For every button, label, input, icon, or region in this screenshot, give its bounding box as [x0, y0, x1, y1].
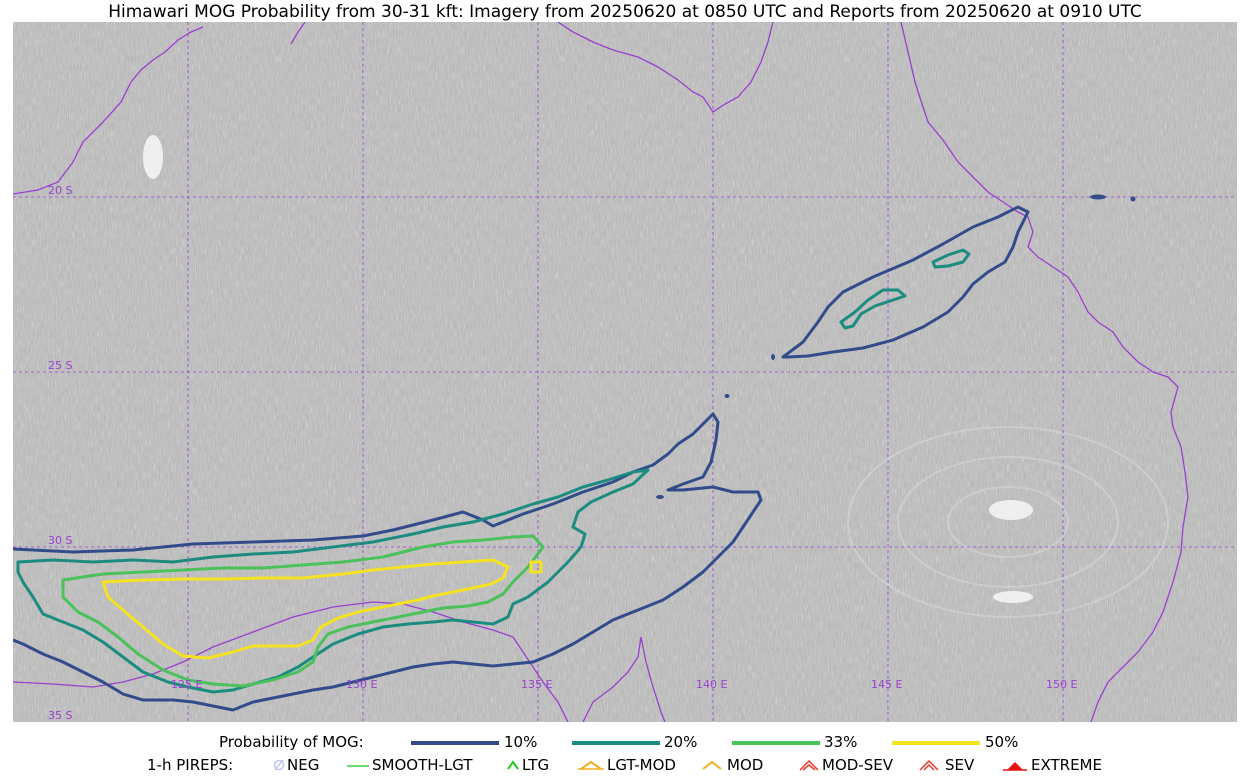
- pirep-lgt-mod-label: LGT-MOD: [607, 756, 676, 774]
- neg-icon: [273, 759, 285, 771]
- pirep-sev-label: SEV: [945, 756, 975, 774]
- legend-10pct-label: 10%: [504, 733, 538, 751]
- lon-label-135e: 135 E: [521, 678, 552, 691]
- pirep-legend: 1-h PIREPS: NEG SMOOTH-LGT LTG LGT-MOD M…: [0, 756, 1250, 776]
- sev-icon: [919, 759, 939, 771]
- pirep-legend-label: 1-h PIREPS:: [147, 756, 234, 774]
- ltg-chevron-icon: [507, 760, 519, 770]
- map-panel[interactable]: 20 S 25 S 30 S 35 S 125 E 130 E 135 E 14…: [13, 22, 1237, 722]
- lon-label-140e: 140 E: [696, 678, 727, 691]
- map-title: Himawari MOG Probability from 30-31 kft:…: [108, 2, 1142, 22]
- graticule-labels: 20 S 25 S 30 S 35 S 125 E 130 E 135 E 14…: [48, 184, 1077, 722]
- contour-10pct: [13, 412, 763, 712]
- mog-contours: [13, 205, 1030, 712]
- contour-50pct: [101, 558, 510, 660]
- legend-33pct-label: 33%: [824, 733, 858, 751]
- contour-20pct-ne-b: [931, 248, 971, 269]
- graticule: [13, 22, 1237, 722]
- contour-20pct-ne-a: [839, 288, 907, 330]
- lgt-mod-icon: [578, 760, 604, 770]
- mod-sev-icon: [799, 759, 819, 771]
- lon-label-150e: 150 E: [1046, 678, 1077, 691]
- lat-label-30s: 30 S: [48, 534, 72, 547]
- map-svg[interactable]: 20 S 25 S 30 S 35 S 125 E 130 E 135 E 14…: [13, 22, 1237, 722]
- pirep-smooth-lgt-label: SMOOTH-LGT: [372, 756, 473, 774]
- lon-label-130e: 130 E: [346, 678, 377, 691]
- bright-cloud: [143, 135, 1033, 603]
- lon-label-145e: 145 E: [871, 678, 902, 691]
- probability-legend-label: Probability of MOG:: [219, 733, 364, 751]
- swatch-33pct: [732, 741, 820, 745]
- smooth-lgt-line-icon: [347, 765, 369, 767]
- lon-label-125e: 125 E: [171, 678, 202, 691]
- legend-50pct-label: 50%: [985, 733, 1019, 751]
- swatch-20pct: [572, 741, 660, 745]
- pirep-mod-sev-label: MOD-SEV: [822, 756, 893, 774]
- pirep-ltg-label: LTG: [522, 756, 550, 774]
- swatch-10pct: [411, 741, 499, 745]
- lat-label-35s: 35 S: [48, 709, 72, 722]
- contour-33pct: [61, 534, 545, 688]
- contour-10pct-ne: [781, 205, 1030, 359]
- pirep-neg-label: NEG: [287, 756, 320, 774]
- contour-50pct-small: [529, 560, 543, 574]
- lat-label-20s: 20 S: [48, 184, 72, 197]
- pirep-extreme-label: EXTREME: [1031, 756, 1102, 774]
- pirep-mod-label: MOD: [727, 756, 764, 774]
- extreme-icon: [1003, 762, 1027, 771]
- cyclone-swirl: [847, 426, 1169, 618]
- swatch-50pct: [892, 741, 980, 745]
- contour-20pct: [16, 468, 650, 694]
- probability-legend: Probability of MOG: 10% 20% 33% 50%: [0, 733, 1250, 753]
- lat-label-25s: 25 S: [48, 359, 72, 372]
- small-blobs: [656, 194, 1136, 499]
- mod-chevron-icon: [702, 760, 722, 770]
- legend-20pct-label: 20%: [664, 733, 698, 751]
